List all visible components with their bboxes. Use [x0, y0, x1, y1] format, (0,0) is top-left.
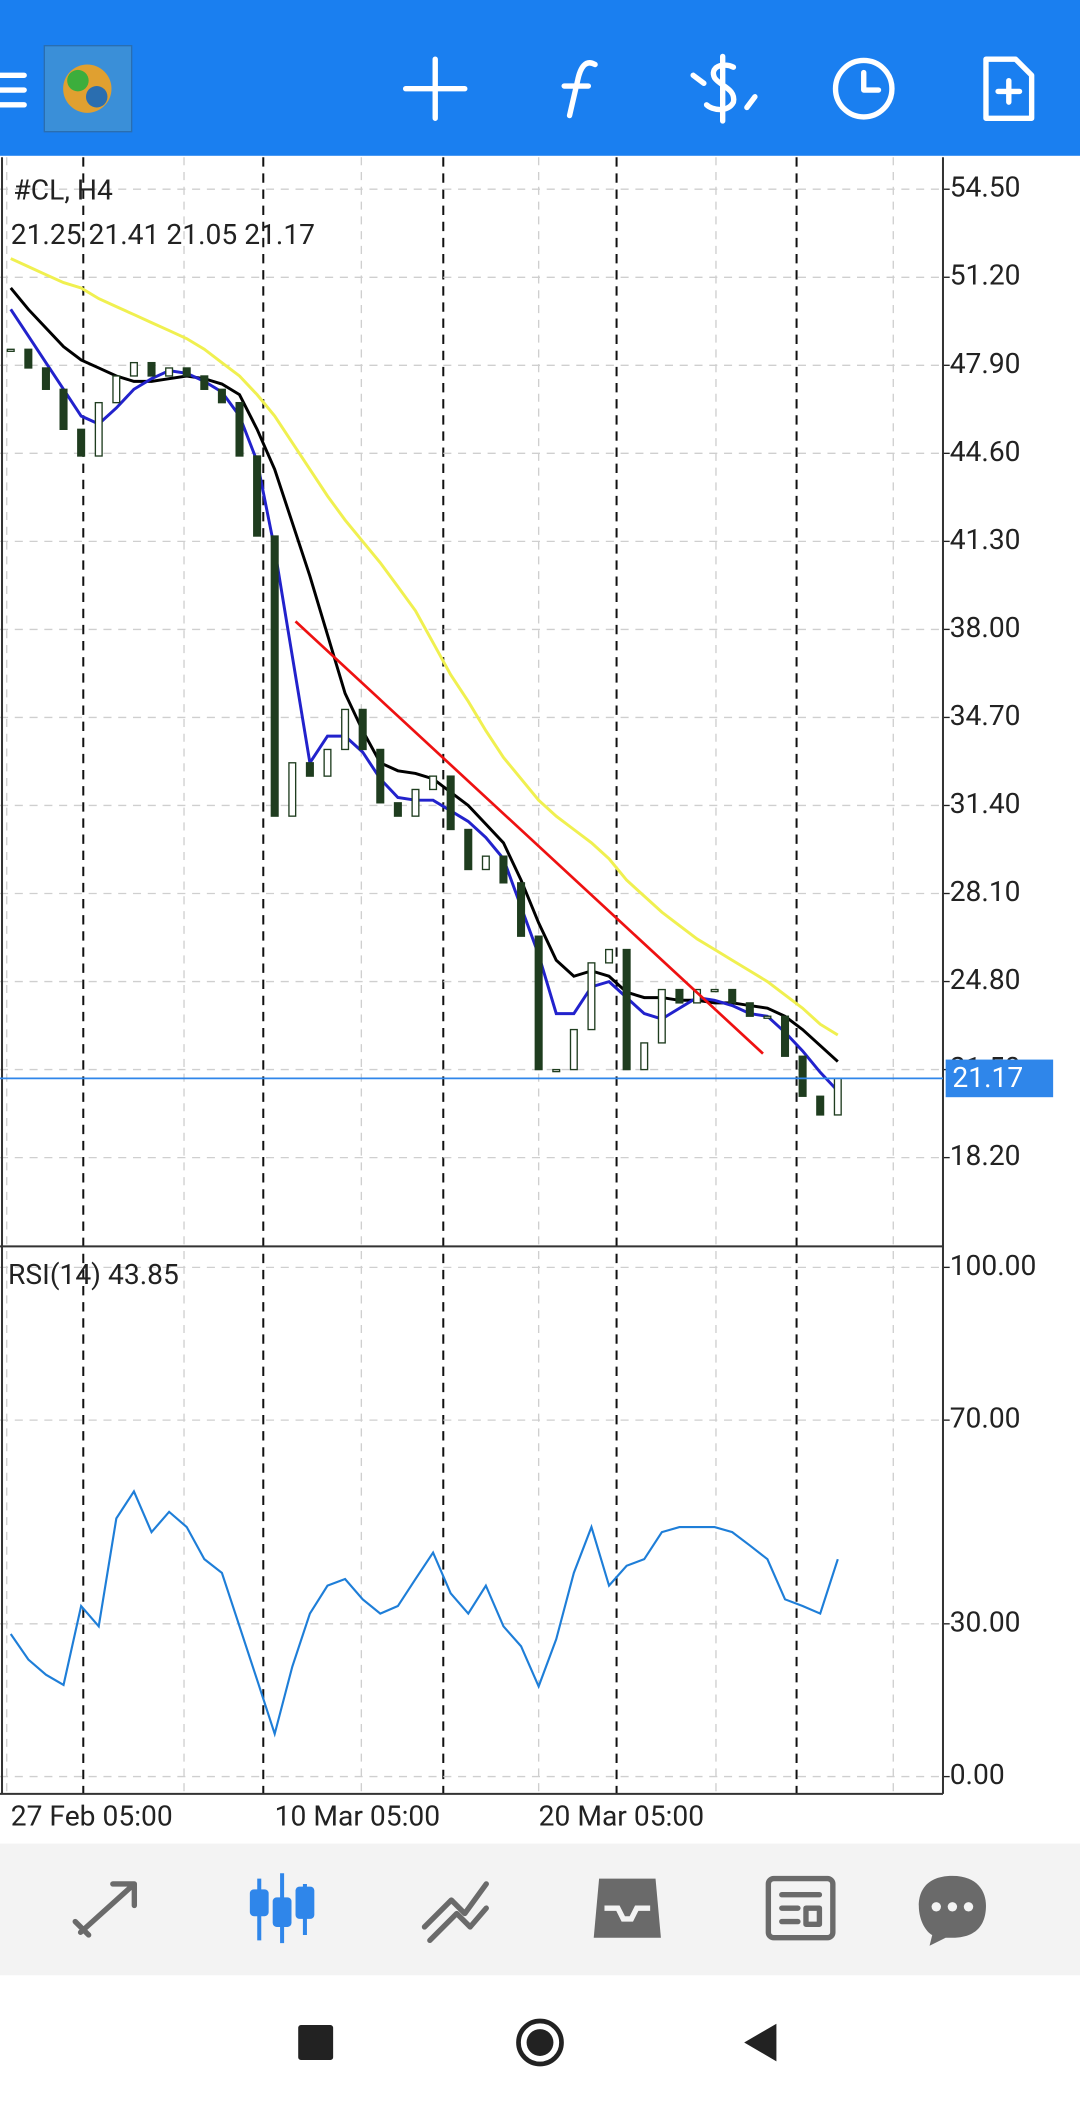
ohlc-values: 21.25 21.41 21.05 21.17 [11, 218, 315, 251]
candle-body [622, 948, 631, 1071]
candle-body [763, 1015, 772, 1019]
current-price-box [945, 1059, 1054, 1098]
symbol-title: #CL, H4 [13, 174, 113, 207]
period-button[interactable] [832, 57, 895, 120]
candle-body [41, 367, 50, 390]
x-tick-label: 27 Feb 05:00 [11, 1800, 173, 1833]
candle-body [710, 988, 719, 993]
y-tick-label: 24.80 [950, 963, 1021, 996]
candle-body [323, 748, 332, 777]
y-tick-label: 70.00 [950, 1402, 1021, 1435]
new-order-button[interactable] [983, 56, 1035, 121]
candle-body [200, 375, 209, 390]
candle-body [464, 828, 473, 871]
candle-body [129, 361, 138, 377]
candle-body [59, 388, 68, 430]
candle-body [112, 375, 121, 404]
y-tick-label: 54.50 [950, 171, 1021, 204]
trade-button[interactable] [690, 53, 758, 124]
candle-body [6, 348, 15, 352]
candle-body [217, 388, 226, 404]
y-tick-label: 31.40 [950, 787, 1021, 820]
y-tick-label: 34.70 [950, 699, 1021, 732]
candle-body [675, 988, 684, 1004]
app-logo[interactable] [43, 45, 133, 133]
candle-body [745, 1002, 754, 1017]
candle-body [253, 455, 262, 537]
menu-button[interactable] [0, 72, 27, 108]
bottom-toolbar [0, 1843, 1080, 1976]
candle-body [728, 988, 737, 1004]
history-tab[interactable] [593, 1878, 661, 1938]
candle-body [235, 401, 244, 457]
candle-body [288, 762, 297, 817]
x-tick-label: 10 Mar 05:00 [275, 1800, 440, 1833]
trade-tab[interactable] [421, 1881, 489, 1944]
candle-body [569, 1028, 578, 1071]
candle-body [411, 788, 420, 817]
quotes-tab[interactable] [72, 1881, 138, 1938]
candle-body [341, 708, 350, 751]
candle-body [816, 1095, 825, 1116]
candle-body [393, 802, 402, 817]
chart-area: 54.50 51.20 47.90 44.60 41.30 38.00 34.70 31.40… [0, 155, 1080, 1844]
candle-body [552, 1068, 561, 1073]
candle-body [270, 535, 279, 817]
candle-body [376, 748, 385, 804]
chart-tab[interactable] [249, 1873, 315, 1944]
rsi-title: RSI(14) 43.85 [8, 1258, 179, 1291]
y-tick-label: 0.00 [950, 1758, 1005, 1791]
candle-body [94, 401, 103, 457]
candle-body [605, 948, 614, 964]
candle-body [481, 855, 490, 871]
candle-body [780, 1015, 790, 1057]
trendline [294, 620, 764, 1055]
candle-body [517, 882, 526, 937]
candle-body [446, 775, 455, 831]
candle-body [587, 962, 596, 1031]
y-tick-label: 30.00 [950, 1605, 1021, 1638]
y-tick-label: 51.20 [950, 259, 1021, 292]
nav-recents[interactable] [298, 2025, 334, 2060]
y-tick-label: 28.10 [950, 875, 1021, 908]
candle-body [358, 708, 367, 751]
candle-body [182, 367, 191, 377]
nav-back[interactable] [744, 2023, 777, 2062]
rsi-line [9, 1489, 839, 1738]
moving-average [10, 257, 839, 1037]
y-tick-label: 38.00 [950, 611, 1021, 644]
crosshair-button[interactable] [402, 56, 468, 121]
candle-body [165, 367, 174, 377]
indicators-button[interactable] [561, 60, 598, 119]
candle-body [147, 361, 156, 377]
candle-body [534, 935, 543, 1071]
chat-tab[interactable] [918, 1875, 986, 1946]
candle-body [657, 988, 666, 1044]
y-tick-label: 41.30 [950, 523, 1021, 556]
nav-home[interactable] [516, 2018, 564, 2067]
app-bar [0, 0, 1080, 156]
y-tick-label: 100.00 [950, 1249, 1037, 1282]
candle-body [798, 1055, 807, 1097]
candle-body [833, 1077, 842, 1116]
candle-body [305, 762, 314, 777]
current-price-label: 21.17 [952, 1061, 1023, 1094]
news-tab[interactable] [765, 1875, 836, 1941]
y-tick-label: 18.20 [950, 1139, 1021, 1172]
x-tick-label: 20 Mar 05:00 [539, 1800, 704, 1833]
candle-body [640, 1042, 649, 1071]
candle-body [77, 428, 86, 457]
candle-body [429, 775, 438, 791]
y-tick-label: 44.60 [950, 435, 1021, 468]
candle-body [499, 855, 508, 884]
candle-body [24, 348, 33, 369]
y-tick-label: 47.90 [950, 347, 1021, 380]
